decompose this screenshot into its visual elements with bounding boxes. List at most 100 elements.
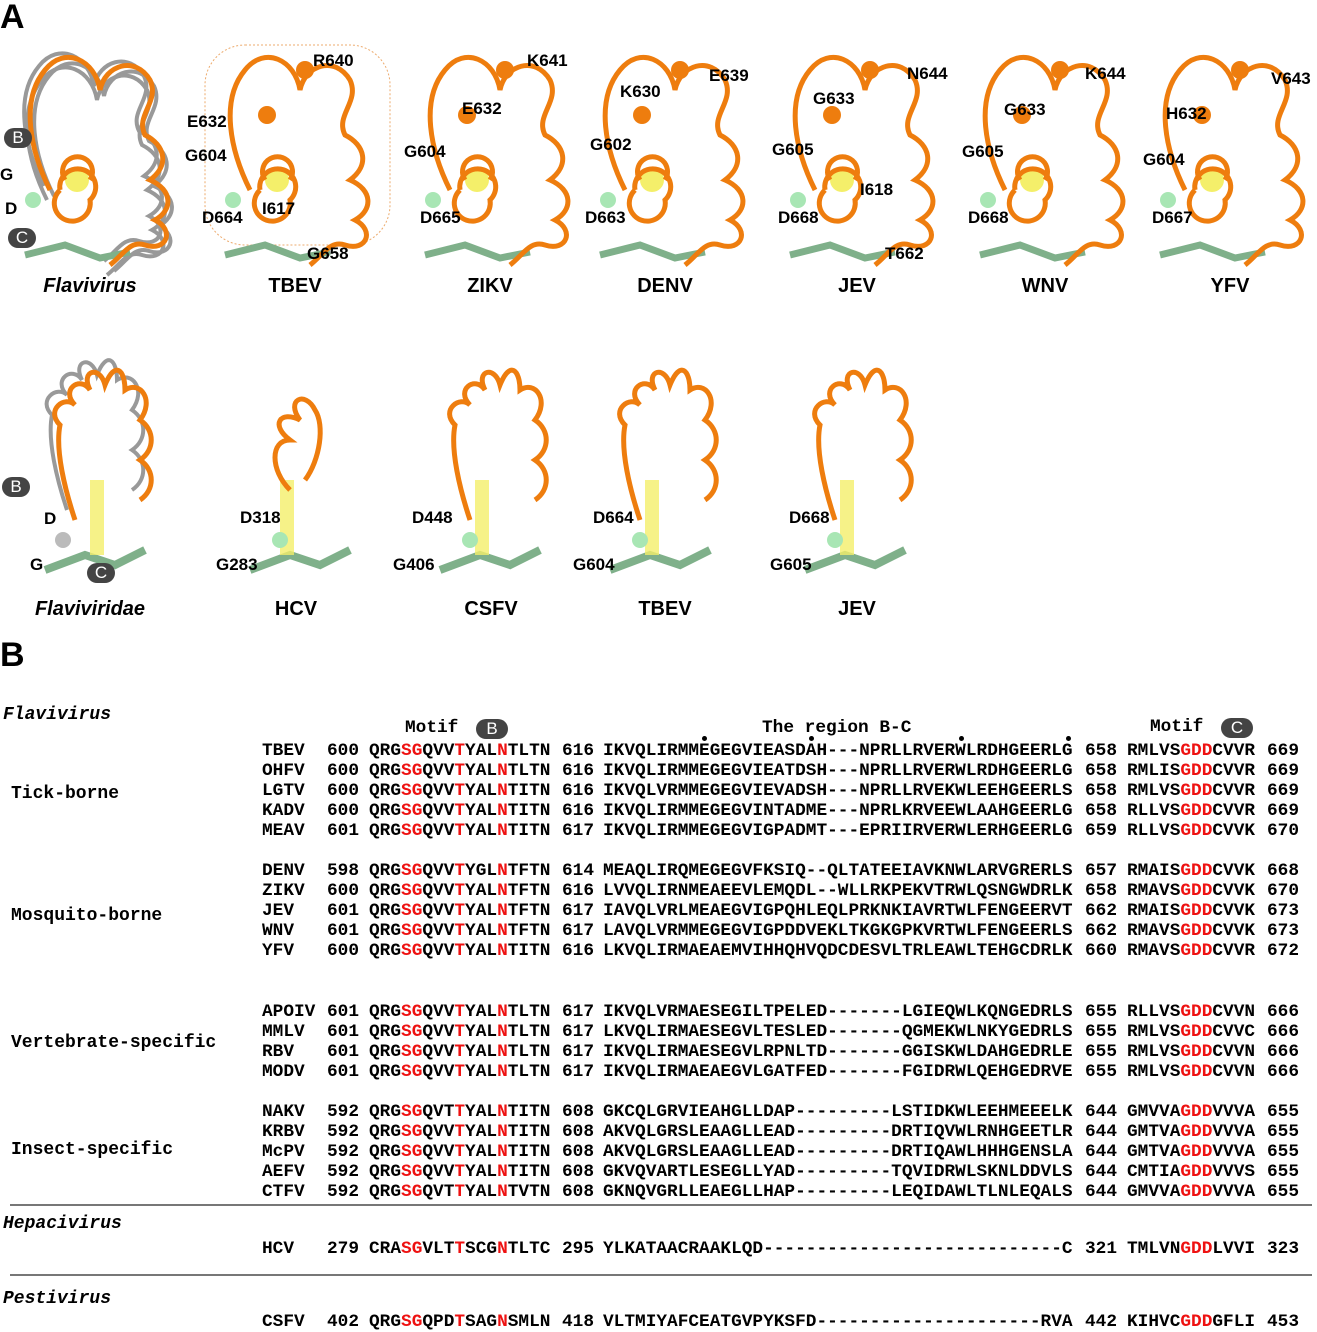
- motif-b-sequence: QRGSGQVVTYALNTLTN: [369, 761, 551, 781]
- structure-name: HCV: [274, 598, 318, 620]
- residue-sphere: [1051, 61, 1069, 79]
- end-position: 670: [1267, 881, 1300, 901]
- residue-label: G283: [216, 555, 258, 574]
- motif-c-sequence: RMAVSGDDCVVK: [1127, 881, 1256, 901]
- position: 658: [1085, 801, 1118, 821]
- backbone-ribbon: [812, 367, 914, 521]
- start-position: 279: [327, 1239, 360, 1259]
- motif-b-sequence: QRGSGQVVTYALNTFTN: [369, 921, 551, 941]
- motif-b-sequence: QRGSGQVVTYALNTITN: [369, 1142, 551, 1162]
- residue-sphere: [861, 61, 879, 79]
- helix-core: [265, 168, 289, 192]
- position: 614: [562, 861, 595, 881]
- structure-tbev: [608, 367, 719, 574]
- backbone-ribbon: [602, 55, 746, 267]
- structure-name: WNV: [1021, 275, 1069, 297]
- motif-badge: B: [4, 128, 32, 148]
- motif-c-sequence: RLLVSGDDCVVK: [1127, 821, 1256, 841]
- position: 616: [562, 881, 595, 901]
- position: 657: [1085, 861, 1118, 881]
- start-position: 600: [327, 741, 360, 761]
- motif-b-sequence: QRGSGQVVTYALNTITN: [369, 821, 551, 841]
- motif-c-sequence: KIHVCGDDGFLI: [1127, 1312, 1256, 1332]
- virus-name: NAKV: [262, 1102, 305, 1122]
- residue-label: E632: [187, 112, 227, 131]
- motif-c-sequence: RMLVSGDDCVVN: [1127, 1042, 1256, 1062]
- residue-label: K641: [527, 51, 568, 70]
- structure-csfv: [438, 367, 549, 574]
- helix-ribbon: [816, 154, 864, 224]
- end-position: 323: [1267, 1239, 1300, 1259]
- backbone-ribbon: [427, 55, 571, 267]
- motif-b-badge: B: [476, 719, 508, 739]
- motif-b-sequence: QRGSGQVVTYALNTLTN: [369, 1022, 551, 1042]
- motif-c-sequence: CMTIAGDDVVVS: [1127, 1162, 1256, 1182]
- residue-label: G658: [307, 244, 349, 263]
- residue-sphere: [1193, 106, 1211, 124]
- structure-denv: [599, 55, 746, 267]
- region-b-c-sequence: VLTMIYAFCEATGVPYKSFD--------------------…: [603, 1312, 1073, 1332]
- beta-strand: [608, 546, 712, 574]
- residue-label: D318: [240, 508, 281, 527]
- region-b-c-sequence: LVVQLIRNMEAEEVLEMQDL--WLLRKPEKVTRWLQSNGW…: [603, 881, 1073, 901]
- motif-badge: C: [8, 228, 36, 248]
- residue-label: G633: [813, 89, 855, 108]
- group-label-tick-borne: Tick-borne: [11, 784, 120, 804]
- position: 659: [1085, 821, 1118, 841]
- region-b-c-sequence: AKVQLGRSLEAAGLLEAD---------DRTIQAWLHHHGE…: [603, 1142, 1073, 1162]
- position: 617: [562, 901, 595, 921]
- motif-c-sequence: RMLISGDDCVVR: [1127, 761, 1256, 781]
- position: 658: [1085, 881, 1118, 901]
- position: 616: [562, 781, 595, 801]
- motif-c-sequence: RMAISGDDCVVK: [1127, 901, 1256, 921]
- helix-core: [645, 480, 659, 555]
- motif-b-sequence: QRGSGQVVTYALNTLTN: [369, 1042, 551, 1062]
- beta-strand: [424, 241, 531, 262]
- motif-c-sequence: RLLVSGDDCVVR: [1127, 801, 1256, 821]
- backbone-ribbon: [617, 367, 719, 521]
- residue-label: I617: [262, 199, 296, 218]
- position: 608: [562, 1162, 595, 1182]
- backbone-ribbon: [227, 55, 371, 267]
- motif-c-sequence: GMTVAGDDVVVA: [1127, 1142, 1256, 1162]
- residue-label: T662: [885, 244, 924, 263]
- position: 442: [1085, 1312, 1118, 1332]
- beta-strand: [43, 546, 147, 574]
- beta-strand: [24, 241, 131, 262]
- virus-name: CTFV: [262, 1182, 305, 1202]
- residue-sphere: [458, 106, 476, 124]
- start-position: 601: [327, 921, 360, 941]
- residue-sphere: [980, 192, 996, 208]
- region-b-c-sequence: MEAQLIRQMEGEGVFKSIQ--QLTATEEIAVKNWLARVGR…: [603, 861, 1073, 881]
- motif-b-sequence: QRGSGQVVTYALNTLTN: [369, 741, 551, 761]
- structure-name: YFV: [1210, 275, 1250, 297]
- position: 644: [1085, 1182, 1118, 1202]
- residue-label: D668: [778, 208, 819, 227]
- superposed-backbone: [25, 65, 167, 277]
- helix-core: [65, 168, 89, 192]
- residue-sphere: [462, 532, 478, 548]
- motif-badge: C: [87, 563, 115, 583]
- start-position: 592: [327, 1162, 360, 1182]
- start-position: 601: [327, 1062, 360, 1082]
- beta-strand: [599, 241, 706, 262]
- beta-strand: [248, 546, 352, 574]
- residue-sphere: [225, 192, 241, 208]
- position: 644: [1085, 1142, 1118, 1162]
- structure-name: DENV: [637, 275, 693, 297]
- end-position: 655: [1267, 1142, 1300, 1162]
- start-position: 592: [327, 1102, 360, 1122]
- end-position: 655: [1267, 1102, 1300, 1122]
- end-position: 672: [1267, 941, 1300, 961]
- backbone-ribbon: [27, 55, 171, 267]
- position: 616: [562, 761, 595, 781]
- end-position: 666: [1267, 1022, 1300, 1042]
- structure-flavivirus: [22, 51, 174, 277]
- start-position: 601: [327, 1002, 360, 1022]
- start-position: 601: [327, 1022, 360, 1042]
- region-b-c-sequence: YLKATAACRAAKLQD-------------------------…: [603, 1239, 1073, 1259]
- motif-c-sequence: RMLVSGDDCVVR: [1127, 781, 1256, 801]
- helix-core: [640, 168, 664, 192]
- helix-ribbon: [51, 154, 99, 224]
- position: 617: [562, 921, 595, 941]
